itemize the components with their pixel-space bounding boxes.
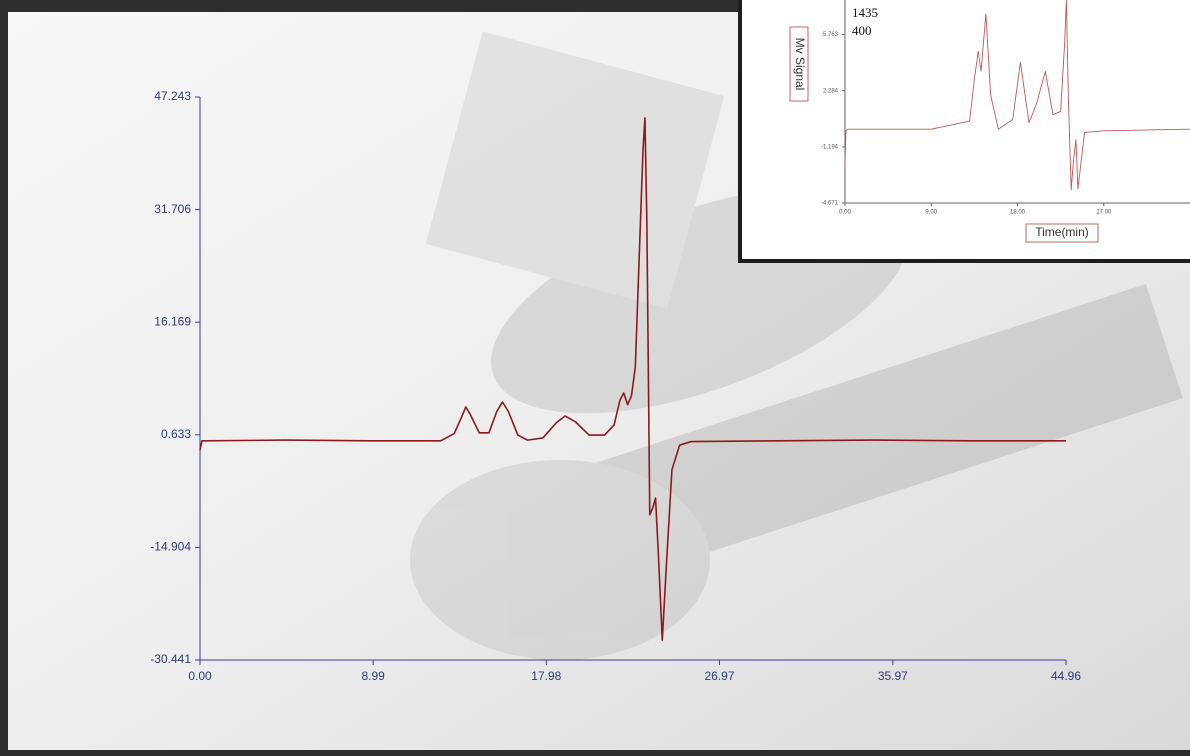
y-tick-label: 5.763 bbox=[823, 32, 839, 38]
annotation: 400 bbox=[852, 23, 872, 38]
x-tick-label: 44.96 bbox=[1051, 669, 1081, 683]
y-tick-label: 16.169 bbox=[154, 314, 191, 328]
x-tick-label: 0.00 bbox=[188, 669, 212, 683]
inset-panel bbox=[738, 0, 1190, 263]
y-tick-label: -4.671 bbox=[821, 201, 839, 207]
x-tick-label: 8.99 bbox=[361, 669, 385, 683]
signal-line bbox=[844, 0, 1190, 191]
y-tick-label: 0.633 bbox=[161, 427, 191, 441]
y-tick-label: -14.904 bbox=[150, 540, 191, 554]
x-tick-label: 26.97 bbox=[704, 669, 734, 683]
y-tick-label: 47.243 bbox=[154, 89, 191, 103]
y-axis-label: Mv Signal bbox=[793, 38, 807, 91]
y-tick-label: -1.194 bbox=[821, 144, 839, 150]
y-tick-label: 2.284 bbox=[823, 88, 839, 94]
signal-line bbox=[199, 117, 1066, 641]
y-label-box bbox=[789, 26, 809, 102]
x-axis-label: Time(min) bbox=[1035, 225, 1089, 239]
y-tick-label: -30.441 bbox=[150, 652, 191, 666]
x-label-box bbox=[1025, 223, 1099, 243]
y-tick-label: 31.706 bbox=[154, 202, 191, 216]
x-tick-label: 27.00 bbox=[1096, 210, 1112, 216]
x-tick-label: 35.97 bbox=[878, 669, 908, 683]
main-chart: 47.243 31.706 16.169 0.633 -14.904 -30.441 0.0… bbox=[150, 89, 1081, 683]
x-tick-label: 18.00 bbox=[1010, 210, 1026, 216]
annotation: 1435 bbox=[852, 5, 878, 20]
x-tick-label: 17.98 bbox=[531, 669, 561, 683]
x-tick-label: 9.00 bbox=[925, 210, 937, 216]
x-tick-label: 0.00 bbox=[839, 210, 851, 216]
